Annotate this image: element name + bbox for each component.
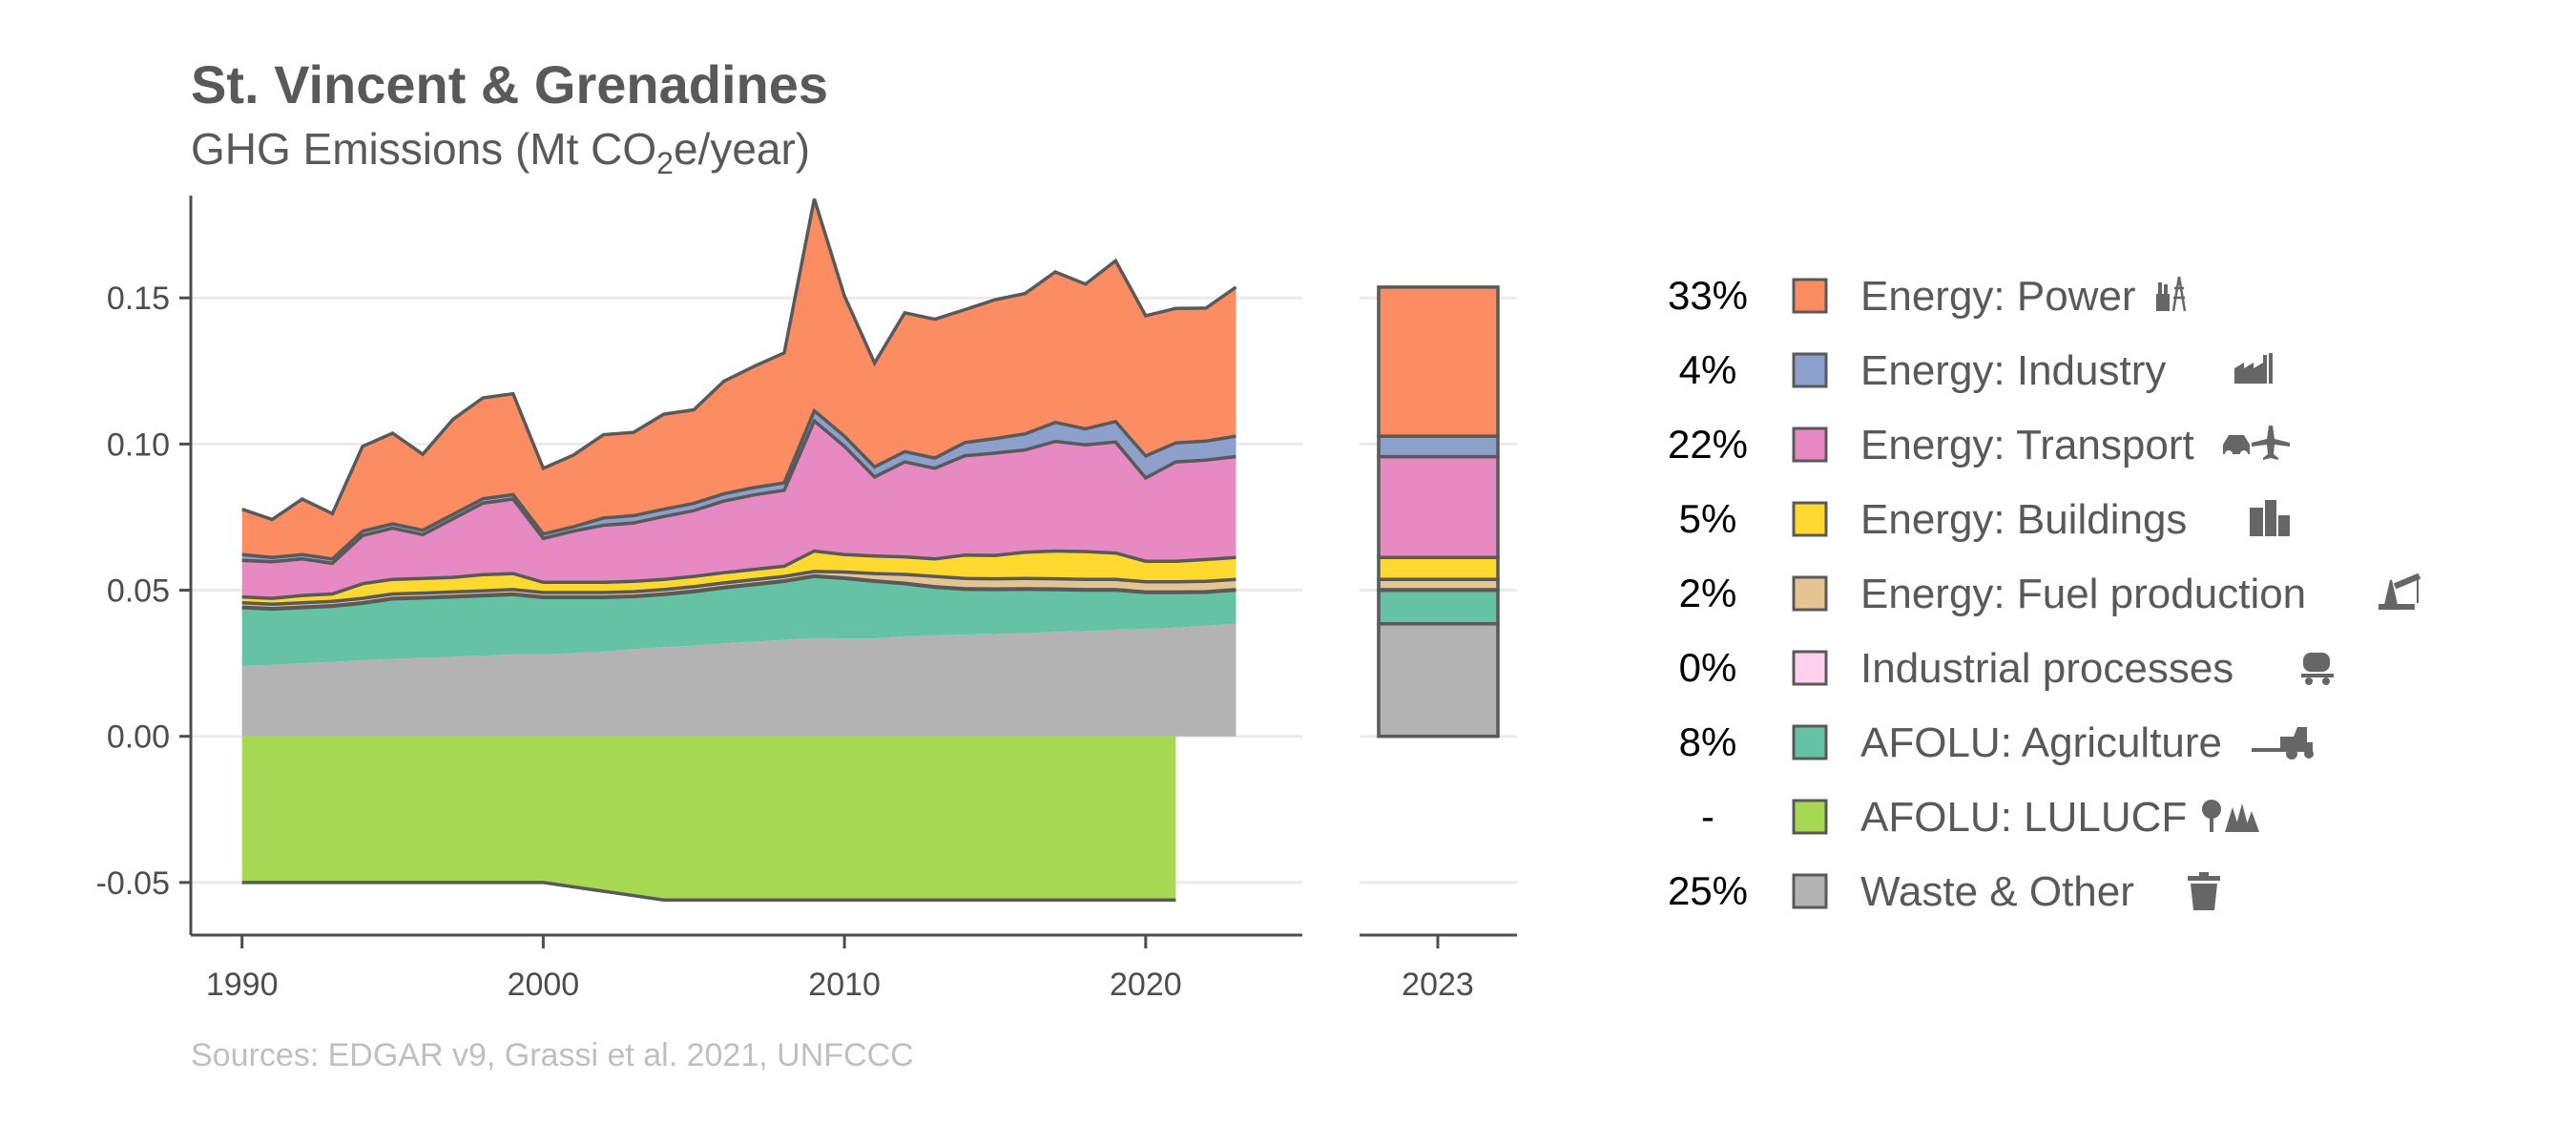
legend-label: Waste & Other: [1860, 868, 2134, 915]
chart-title: St. Vincent & Grenadines: [191, 54, 828, 114]
bar-segment-agriculture: [1377, 588, 1500, 626]
legend-swatch: [1792, 724, 1828, 760]
subtitle-subscript: 2: [656, 146, 674, 180]
legend-pct: 33%: [1668, 273, 1748, 318]
legend-pct: 0%: [1679, 645, 1737, 690]
bar-segment-buildings: [1377, 555, 1500, 581]
trash-icon: [2188, 872, 2220, 910]
power-plant-icon: [2156, 276, 2187, 312]
legend-pct: 22%: [1668, 422, 1748, 467]
line-fuel: [241, 570, 1236, 606]
legend-label: Energy: Fuel production: [1860, 571, 2306, 617]
legend-label: Energy: Industry: [1860, 347, 2166, 394]
subtitle-end: e/year): [674, 124, 810, 174]
source-note: Sources: EDGAR v9, Grassi et al. 2021, U…: [191, 1037, 914, 1073]
line-industrial: [241, 573, 1236, 611]
bar-segment-industry: [1377, 434, 1500, 459]
legend: 33% Energy: Power 4% Energy: Industry 22% Ene…: [1668, 273, 2421, 915]
bar-2023: [1377, 285, 1500, 739]
tractor-icon: [2252, 727, 2314, 760]
line-lulucf: [241, 881, 1176, 902]
area-buildings: [241, 551, 1236, 605]
area-waste: [241, 623, 1236, 737]
legend-pct: 25%: [1668, 868, 1748, 913]
line-buildings: [241, 549, 1236, 600]
y-tick-label: 0.15: [107, 281, 170, 317]
buildings-icon: [2250, 500, 2290, 536]
legend-pct: -: [1701, 794, 1714, 839]
legend-swatch: [1792, 799, 1828, 835]
x-tick-label: 2020: [1110, 967, 1182, 1003]
legend-label: Energy: Transport: [1860, 422, 2194, 468]
area-agriculture: [241, 576, 1236, 667]
legend-swatch: [1792, 650, 1828, 686]
legend-item-lulucf: - AFOLU: LULUCF: [1701, 794, 2259, 841]
subtitle-main: GHG Emissions (Mt CO: [191, 124, 656, 174]
legend-item-industry: 4% Energy: Industry: [1679, 347, 2273, 394]
x-tick-label: 2010: [808, 967, 881, 1003]
bar-segment-waste: [1377, 622, 1500, 739]
cement-mixer-icon: [2301, 653, 2334, 685]
car-plane-icon: [2223, 426, 2290, 460]
x-tick-label: 1990: [206, 967, 279, 1003]
legend-pct: 8%: [1679, 719, 1737, 764]
area-power: [241, 198, 1236, 559]
legend-pct: 2%: [1679, 571, 1737, 615]
y-tick-label: -0.05: [96, 865, 171, 902]
legend-label: Energy: Buildings: [1860, 496, 2187, 543]
legend-pct: 5%: [1679, 496, 1737, 541]
line-power: [241, 198, 1237, 522]
y-tick-label: 0.05: [107, 573, 170, 610]
area-industry: [241, 410, 1236, 564]
oil-rig-icon: [2379, 572, 2421, 610]
factory-icon: [2234, 353, 2273, 384]
legend-swatch: [1792, 352, 1828, 388]
legend-item-fuel: 2% Energy: Fuel production: [1679, 571, 2421, 617]
legend-label: AFOLU: Agriculture: [1860, 719, 2222, 766]
legend-item-industrial: 0% Industrial processes: [1679, 645, 2334, 692]
bar-segment-transport: [1377, 454, 1500, 559]
area-lulucf: [241, 736, 1176, 901]
line-transport: [241, 418, 1236, 566]
legend-swatch: [1792, 278, 1828, 314]
y-axis-ticks: 0.15 0.10 0.05 0.00 -0.05: [96, 281, 191, 902]
legend-pct: 4%: [1679, 347, 1737, 392]
legend-label: Industrial processes: [1860, 645, 2233, 692]
legend-label: Energy: Power: [1860, 273, 2136, 320]
legend-item-buildings: 5% Energy: Buildings: [1679, 496, 2290, 543]
legend-swatch: [1792, 873, 1828, 909]
x-tick-label: 2000: [508, 967, 580, 1003]
y-tick-label: 0.10: [107, 427, 170, 463]
legend-swatch: [1792, 575, 1828, 612]
legend-label: AFOLU: LULUCF: [1860, 794, 2187, 841]
bar-x-tick-label: 2023: [1402, 967, 1474, 1003]
legend-item-agriculture: 8% AFOLU: Agriculture: [1679, 719, 2314, 766]
legend-item-transport: 22% Energy: Transport: [1668, 422, 2290, 468]
trees-icon: [2202, 800, 2259, 832]
legend-swatch: [1792, 427, 1828, 463]
area-fuel: [241, 571, 1236, 609]
legend-swatch: [1792, 501, 1828, 537]
legend-item-waste: 25% Waste & Other: [1668, 868, 2220, 915]
x-axis-ticks: 1990 2000 2010 2020: [206, 935, 1182, 1003]
legend-item-power: 33% Energy: Power: [1668, 273, 2187, 320]
line-industry: [241, 407, 1236, 561]
bar-segment-power: [1377, 285, 1500, 438]
chart-subtitle: GHG Emissions (Mt CO2e/year): [191, 124, 810, 180]
stacked-areas: [241, 198, 1237, 902]
y-tick-label: 0.00: [107, 719, 170, 756]
